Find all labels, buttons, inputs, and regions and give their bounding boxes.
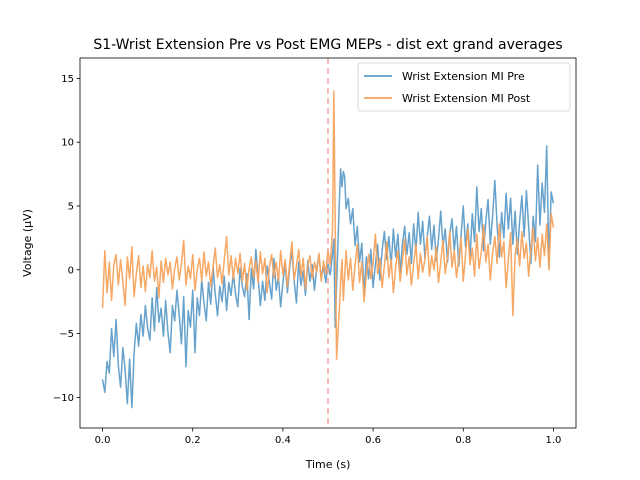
- series-line-pre: [101, 145, 555, 409]
- x-tick-label: 0.6: [365, 435, 381, 446]
- y-tick-label: 5: [68, 202, 74, 213]
- x-tick-label: 0.8: [455, 435, 471, 446]
- x-tick-label: 0.0: [95, 435, 111, 446]
- y-axis-label: Voltage (µV): [21, 209, 34, 277]
- legend-label-post: Wrist Extension MI Post: [402, 92, 531, 105]
- y-tick-label: 0: [68, 265, 74, 276]
- y-tick-label: −5: [59, 329, 74, 340]
- chart-title: S1-Wrist Extension Pre vs Post EMG MEPs …: [93, 37, 562, 53]
- series-layer: [101, 58, 555, 428]
- legend-label-pre: Wrist Extension MI Pre: [402, 70, 525, 83]
- x-axis-label: Time (s): [305, 458, 351, 471]
- legend: Wrist Extension MI Pre Wrist Extension MI…: [357, 62, 571, 112]
- legend-box: [357, 62, 571, 112]
- y-tick-label: 15: [61, 74, 74, 85]
- x-tick-label: 1.0: [546, 435, 562, 446]
- x-tick-label: 0.2: [185, 435, 201, 446]
- x-tick-label: 0.4: [275, 435, 291, 446]
- axes-frame: [79, 57, 577, 429]
- y-tick-label: 10: [61, 138, 74, 149]
- axes-layer: 0.0 0.2 0.4 0.6 0.8 1.0 −10 −5 0 5 10 15: [53, 57, 577, 446]
- series-line-post: [101, 90, 555, 360]
- y-tick-label: −10: [53, 393, 74, 404]
